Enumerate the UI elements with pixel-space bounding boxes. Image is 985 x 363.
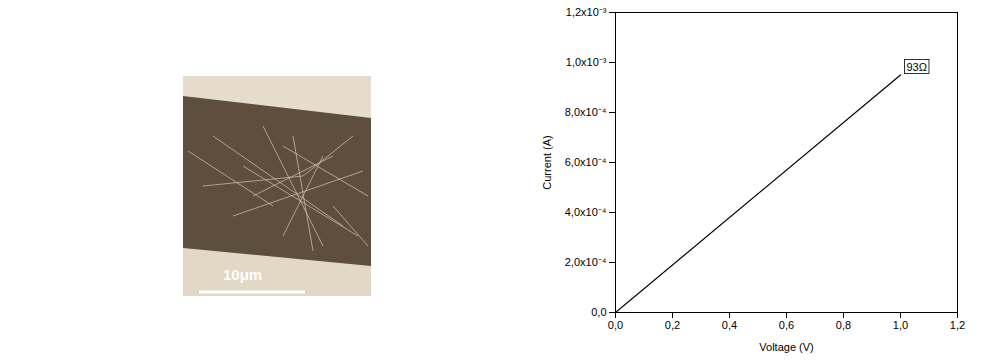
svg-text:93Ω: 93Ω xyxy=(907,61,927,73)
svg-text:0,8: 0,8 xyxy=(836,319,851,331)
svg-text:0,4: 0,4 xyxy=(722,319,737,331)
svg-text:4,0x10⁻⁴: 4,0x10⁻⁴ xyxy=(565,206,607,218)
svg-text:1,0x10⁻³: 1,0x10⁻³ xyxy=(566,56,607,68)
svg-text:0,6: 0,6 xyxy=(779,319,794,331)
svg-text:8,0x10⁻⁴: 8,0x10⁻⁴ xyxy=(565,106,607,118)
svg-text:1,2x10⁻³: 1,2x10⁻³ xyxy=(566,6,607,18)
svg-text:Voltage (V): Voltage (V) xyxy=(759,341,813,353)
svg-text:0,0: 0,0 xyxy=(591,306,606,318)
svg-text:0,2: 0,2 xyxy=(665,319,680,331)
svg-text:0,0: 0,0 xyxy=(608,319,623,331)
svg-text:10μm: 10μm xyxy=(223,266,262,283)
svg-text:Current (A): Current (A) xyxy=(541,135,553,189)
svg-text:6,0x10⁻⁴: 6,0x10⁻⁴ xyxy=(565,156,607,168)
svg-text:1,2: 1,2 xyxy=(950,319,965,331)
svg-text:2,0x10⁻⁴: 2,0x10⁻⁴ xyxy=(565,256,607,268)
svg-text:1,0: 1,0 xyxy=(893,319,908,331)
